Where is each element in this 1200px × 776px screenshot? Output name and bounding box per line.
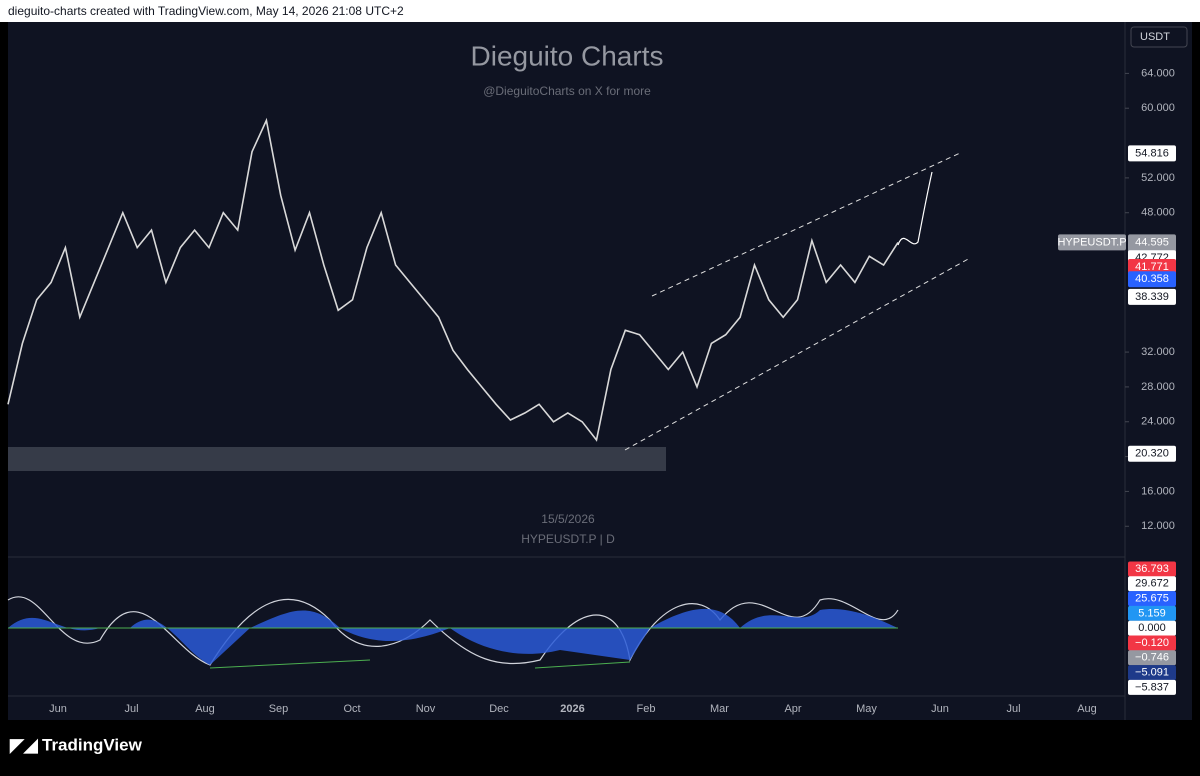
header-text: dieguito-charts created with TradingView… <box>8 4 404 18</box>
time-tick-label: Oct <box>343 703 360 715</box>
price-line <box>7 117 899 442</box>
time-tick-label: May <box>856 703 877 715</box>
time-tick-label: Dec <box>489 703 509 715</box>
channel-upper <box>651 152 961 297</box>
oscillator-label-box <box>1128 679 1176 695</box>
projection-path <box>897 171 933 246</box>
time-tick-label: Feb <box>637 703 656 715</box>
time-tick-label: Sep <box>269 703 289 715</box>
price-tick-label: 16.000 <box>1141 485 1175 497</box>
oscillator-label-box <box>1128 665 1176 681</box>
price-label-box <box>1128 271 1176 288</box>
time-tick-label: Jul <box>124 703 138 715</box>
price-label-box <box>1128 445 1176 462</box>
price-label: 54.816 <box>1135 147 1169 159</box>
brand-logo-mark: ◤◢ <box>9 735 39 755</box>
currency-box[interactable] <box>1130 26 1188 48</box>
price-tick-label: 64.000 <box>1141 67 1175 79</box>
price-label-box <box>1128 258 1176 275</box>
price-label: 44.595 <box>1135 236 1169 248</box>
price-label: 38.339 <box>1135 291 1169 303</box>
time-tick-label: Jul <box>1006 703 1020 715</box>
price-tick-label: 24.000 <box>1141 416 1175 428</box>
price-tick-label: 48.000 <box>1141 207 1175 219</box>
oscillator-label-box <box>1128 635 1176 651</box>
time-tick-label: 2026 <box>560 703 584 715</box>
chart-subtitle: @DieguitoCharts on X for more <box>483 84 651 98</box>
oscillator-label-box <box>1128 650 1176 666</box>
time-tick-label: Mar <box>710 703 729 715</box>
chart-title: Dieguito Charts <box>471 40 664 71</box>
oscillator-label: 0.000 <box>1138 622 1166 634</box>
price-label: 40.358 <box>1135 273 1169 285</box>
price-label: 20.320 <box>1135 448 1169 460</box>
channel-lower <box>624 257 971 451</box>
price-tick-label: 28.000 <box>1141 381 1175 393</box>
time-tick-label: Jun <box>931 703 949 715</box>
oscillator-label-box <box>1128 620 1176 636</box>
symbol-label: HYPEUSDT.P <box>1057 236 1126 248</box>
oscillator-label-box <box>1128 591 1176 607</box>
oscillator-label: −5.837 <box>1135 681 1169 693</box>
oscillator-label: 5.159 <box>1138 607 1166 619</box>
support-zone <box>8 447 666 471</box>
price-tick-label: 52.000 <box>1141 172 1175 184</box>
footer-bar <box>0 720 1200 771</box>
time-tick-label: Apr <box>784 703 801 715</box>
oscillator-label: 36.793 <box>1135 563 1169 575</box>
divergence-line <box>209 659 371 669</box>
divergence-line <box>534 661 631 669</box>
watermark-date: 15/5/2026 <box>541 512 595 526</box>
oscillator-label: −0.120 <box>1135 637 1169 649</box>
oscillator-line <box>7 596 899 666</box>
header-bar <box>0 0 1200 22</box>
symbol-label-box <box>1058 234 1126 251</box>
chart-area <box>8 22 1192 720</box>
oscillator-label-box <box>1128 605 1176 621</box>
oscillator-label: 25.675 <box>1135 593 1169 605</box>
oscillator-label-box <box>1128 561 1176 577</box>
price-label-box <box>1128 145 1176 162</box>
time-tick-label: Aug <box>1077 703 1097 715</box>
price-tick-label: 12.000 <box>1141 520 1175 532</box>
price-tick-label: 32.000 <box>1141 346 1175 358</box>
price-label: 41.771 <box>1135 261 1169 273</box>
oscillator-label: −0.746 <box>1135 652 1169 664</box>
oscillator-area <box>8 608 898 665</box>
price-tick-label: 60.000 <box>1141 102 1175 114</box>
oscillator-label: 29.672 <box>1135 578 1169 590</box>
time-tick-label: Jun <box>49 703 67 715</box>
currency[interactable]: USDT <box>1140 31 1170 43</box>
brand-name: TradingView <box>42 735 143 754</box>
oscillator-label-box <box>1128 576 1176 592</box>
watermark-symbol: HYPEUSDT.P | D <box>521 532 615 546</box>
time-tick-label: Aug <box>195 703 215 715</box>
price-label-box <box>1128 288 1176 305</box>
oscillator-label: −5.091 <box>1135 667 1169 679</box>
time-tick-label: Nov <box>416 703 436 715</box>
